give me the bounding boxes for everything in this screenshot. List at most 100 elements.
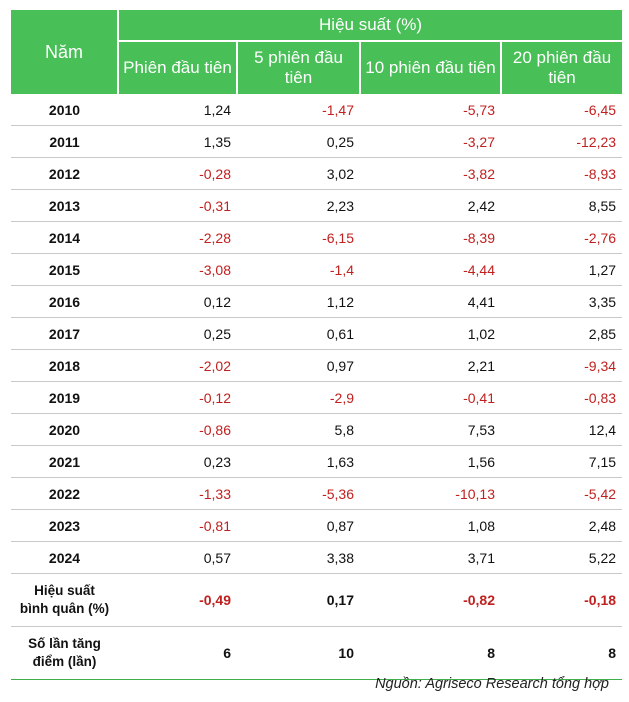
- table-row: 2015 -3,08 -1,4 -4,44 1,27: [11, 253, 623, 286]
- year-cell: 2022: [11, 477, 118, 510]
- value-cell: -1,4: [237, 253, 360, 286]
- value-cell: -5,73: [360, 94, 501, 126]
- value-cell: -0,28: [118, 157, 237, 190]
- value-cell: 0,25: [118, 317, 237, 350]
- table-row: 2021 0,23 1,63 1,56 7,15: [11, 445, 623, 478]
- value-cell: 2,48: [501, 509, 623, 542]
- value-cell: -9,34: [501, 349, 623, 382]
- column-header-5-sessions: 5 phiên đầu tiên: [237, 41, 361, 94]
- table-row: 2020 -0,86 5,8 7,53 12,4: [11, 413, 623, 446]
- table-row: 2023 -0,81 0,87 1,08 2,48: [11, 509, 623, 542]
- value-cell: 1,27: [501, 253, 623, 286]
- summary-value: 8: [360, 626, 501, 680]
- value-cell: 1,24: [118, 94, 237, 126]
- table-row: 2017 0,25 0,61 1,02 2,85: [11, 317, 623, 350]
- year-column-header: Năm: [11, 10, 119, 94]
- value-cell: -0,81: [118, 509, 237, 542]
- value-cell: 3,71: [360, 541, 501, 574]
- summary-value: -0,18: [501, 573, 623, 627]
- column-header-first-session: Phiên đầu tiên: [118, 41, 238, 94]
- table-row: 2012 -0,28 3,02 -3,82 -8,93: [11, 157, 623, 190]
- year-cell: 2017: [11, 317, 118, 350]
- year-cell: 2021: [11, 445, 118, 478]
- value-cell: -2,9: [237, 381, 360, 414]
- value-cell: 1,35: [118, 125, 237, 158]
- value-cell: 3,35: [501, 285, 623, 318]
- value-cell: 0,23: [118, 445, 237, 478]
- year-cell: 2020: [11, 413, 118, 446]
- value-cell: 1,08: [360, 509, 501, 542]
- table-row: 2018 -2,02 0,97 2,21 -9,34: [11, 349, 623, 382]
- value-cell: -5,42: [501, 477, 623, 510]
- value-cell: -8,93: [501, 157, 623, 190]
- value-cell: -2,02: [118, 349, 237, 382]
- value-cell: 2,21: [360, 349, 501, 382]
- summary-label: Số lần tăng điểm (lần): [11, 626, 118, 680]
- year-cell: 2014: [11, 221, 118, 254]
- summary-value: 10: [237, 626, 360, 680]
- year-cell: 2010: [11, 94, 118, 126]
- year-cell: 2012: [11, 157, 118, 190]
- value-cell: 12,4: [501, 413, 623, 446]
- performance-group-header: Hiệu suất (%): [118, 10, 623, 42]
- value-cell: 0,25: [237, 125, 360, 158]
- performance-table: Năm Hiệu suất (%) Phiên đầu tiên 5 phiên…: [11, 10, 623, 680]
- value-cell: -3,08: [118, 253, 237, 286]
- value-cell: 0,57: [118, 541, 237, 574]
- value-cell: 0,87: [237, 509, 360, 542]
- value-cell: -6,15: [237, 221, 360, 254]
- value-cell: -0,86: [118, 413, 237, 446]
- value-cell: 2,42: [360, 189, 501, 222]
- value-cell: 0,12: [118, 285, 237, 318]
- value-cell: -6,45: [501, 94, 623, 126]
- summary-row: Số lần tăng điểm (lần) 6 10 8 8: [11, 626, 623, 680]
- summary-row: Hiệu suất bình quân (%) -0,49 0,17 -0,82 -0,…: [11, 573, 623, 627]
- value-cell: 1,12: [237, 285, 360, 318]
- table-row: 2022 -1,33 -5,36 -10,13 -5,42: [11, 477, 623, 510]
- value-cell: 7,15: [501, 445, 623, 478]
- value-cell: -0,41: [360, 381, 501, 414]
- year-cell: 2011: [11, 125, 118, 158]
- value-cell: 1,63: [237, 445, 360, 478]
- source-note: Nguồn: Agriseco Research tổng hợp: [375, 676, 609, 692]
- value-cell: 7,53: [360, 413, 501, 446]
- table-row: 2010 1,24 -1,47 -5,73 -6,45: [11, 94, 623, 126]
- summary-value: -0,49: [118, 573, 237, 627]
- value-cell: -0,12: [118, 381, 237, 414]
- value-cell: 5,8: [237, 413, 360, 446]
- year-cell: 2023: [11, 509, 118, 542]
- value-cell: 4,41: [360, 285, 501, 318]
- value-cell: -1,33: [118, 477, 237, 510]
- summary-value: 6: [118, 626, 237, 680]
- year-cell: 2016: [11, 285, 118, 318]
- year-cell: 2019: [11, 381, 118, 414]
- value-cell: 8,55: [501, 189, 623, 222]
- value-cell: -3,27: [360, 125, 501, 158]
- value-cell: 1,02: [360, 317, 501, 350]
- value-cell: -8,39: [360, 221, 501, 254]
- column-header-10-sessions: 10 phiên đầu tiên: [360, 41, 502, 94]
- table-header: Năm Hiệu suất (%) Phiên đầu tiên 5 phiên…: [11, 10, 623, 94]
- year-cell: 2015: [11, 253, 118, 286]
- value-cell: -4,44: [360, 253, 501, 286]
- table-row: 2011 1,35 0,25 -3,27 -12,23: [11, 125, 623, 158]
- value-cell: -0,31: [118, 189, 237, 222]
- summary-label: Hiệu suất bình quân (%): [11, 573, 118, 627]
- value-cell: 1,56: [360, 445, 501, 478]
- value-cell: -5,36: [237, 477, 360, 510]
- table-row: 2014 -2,28 -6,15 -8,39 -2,76: [11, 221, 623, 254]
- value-cell: -3,82: [360, 157, 501, 190]
- table-row: 2016 0,12 1,12 4,41 3,35: [11, 285, 623, 318]
- value-cell: 3,38: [237, 541, 360, 574]
- table-row: 2024 0,57 3,38 3,71 5,22: [11, 541, 623, 574]
- year-cell: 2018: [11, 349, 118, 382]
- value-cell: -2,28: [118, 221, 237, 254]
- column-header-20-sessions: 20 phiên đầu tiên: [501, 41, 623, 94]
- value-cell: -0,83: [501, 381, 623, 414]
- value-cell: 2,85: [501, 317, 623, 350]
- value-cell: 0,61: [237, 317, 360, 350]
- table-row: 2013 -0,31 2,23 2,42 8,55: [11, 189, 623, 222]
- summary-value: 8: [501, 626, 623, 680]
- value-cell: -1,47: [237, 94, 360, 126]
- value-cell: 2,23: [237, 189, 360, 222]
